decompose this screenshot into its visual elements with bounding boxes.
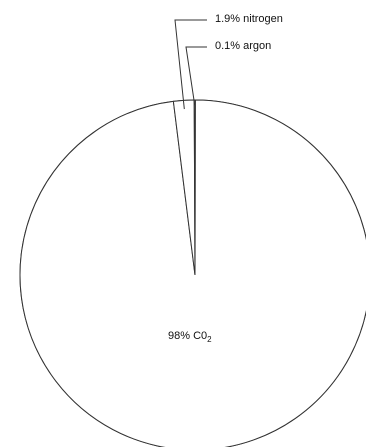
label-nitrogen: 1.9% nitrogen xyxy=(215,13,283,25)
pie-slices xyxy=(19,99,366,447)
label-co2-main: 98% C0 xyxy=(168,330,207,342)
leader-lines xyxy=(174,19,207,110)
leader-argon xyxy=(185,46,207,106)
label-argon: 0.1% argon xyxy=(215,40,271,52)
slice-co2 xyxy=(19,99,366,447)
label-co2: 98% C02 xyxy=(168,330,212,344)
leader-nitrogen xyxy=(174,19,207,110)
label-co2-subscript: 2 xyxy=(207,335,212,344)
